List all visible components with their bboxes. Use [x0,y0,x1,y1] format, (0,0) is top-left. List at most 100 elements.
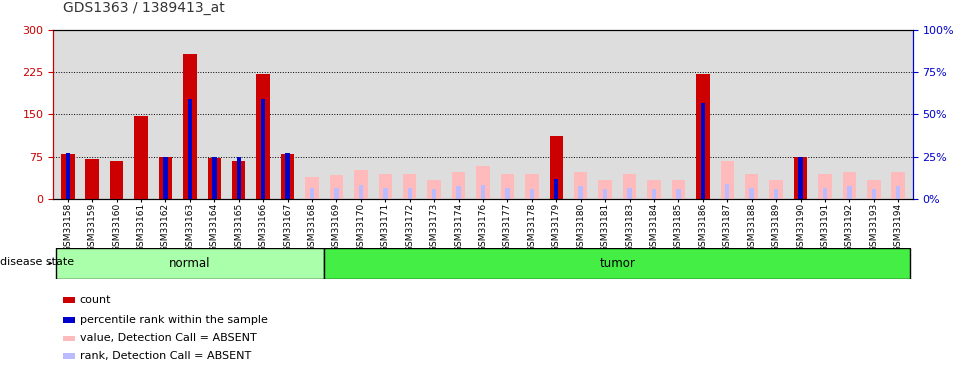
Bar [63,353,75,358]
Bar [696,74,710,199]
Text: normal: normal [169,257,211,270]
Bar [379,196,392,199]
Bar [574,196,587,199]
Bar [721,196,734,199]
Bar [355,196,368,199]
Bar [456,186,461,199]
Bar [579,186,582,199]
Text: tumor: tumor [599,257,636,270]
Bar [676,189,681,199]
Bar [285,153,290,199]
Bar [818,196,832,199]
Bar [750,188,753,199]
Bar [623,196,637,199]
Bar [529,189,534,199]
Bar [818,174,832,199]
Bar [66,153,70,199]
Bar [892,172,905,199]
Bar [623,174,637,199]
Bar [232,160,245,199]
Bar [500,196,514,199]
Bar [671,180,685,199]
Bar [574,172,587,199]
Bar [823,188,827,199]
Bar [452,196,466,199]
Bar [208,158,221,199]
Bar [325,248,910,279]
Bar [476,166,490,199]
Bar [476,196,490,199]
Bar [355,170,368,199]
Bar [256,74,270,199]
Bar [554,178,558,199]
Bar [110,160,124,199]
Bar [427,180,440,199]
Bar [63,336,75,341]
Bar [871,189,876,199]
Bar [652,189,656,199]
Bar [526,196,539,199]
Bar [671,196,685,199]
Bar [134,116,148,199]
Text: count: count [79,295,111,305]
Bar [427,196,440,199]
Bar [769,196,782,199]
Bar [505,188,510,199]
Bar [452,172,466,199]
Bar [867,196,880,199]
Bar [61,154,74,199]
Bar [842,196,856,199]
Bar [358,185,363,199]
Bar [56,248,325,279]
Bar [184,54,197,199]
Bar [725,184,729,199]
Bar [329,175,343,199]
Bar [158,157,172,199]
Bar [892,196,905,199]
Bar [63,297,75,303]
Bar [305,196,319,199]
Text: rank, Detection Call = ABSENT: rank, Detection Call = ABSENT [79,351,251,361]
Bar [329,196,343,199]
Text: GDS1363 / 1389413_at: GDS1363 / 1389413_at [63,1,224,15]
Bar [550,136,563,199]
Bar [481,185,485,199]
Bar [647,196,661,199]
Bar [721,160,734,199]
Bar [603,189,608,199]
Bar [627,188,632,199]
Bar [384,188,387,199]
Bar [847,186,852,199]
Bar [896,186,900,199]
Bar [408,188,412,199]
Bar [500,174,514,199]
Bar [774,189,779,199]
Bar [432,189,437,199]
Bar [526,174,539,199]
Bar [598,180,611,199]
Bar [63,318,75,323]
Bar [769,180,782,199]
Bar [379,174,392,199]
Bar [213,157,216,199]
Bar [334,188,339,199]
Bar [647,180,661,199]
Bar [305,177,319,199]
Bar [187,99,192,199]
Bar [842,172,856,199]
Bar [261,99,266,199]
Text: percentile rank within the sample: percentile rank within the sample [79,315,268,325]
Bar [163,157,168,199]
Bar [745,196,758,199]
Bar [598,196,611,199]
Text: value, Detection Call = ABSENT: value, Detection Call = ABSENT [79,333,256,344]
Bar [700,103,705,199]
Bar [403,174,416,199]
Text: disease state: disease state [0,256,74,267]
Bar [86,159,99,199]
Bar [794,157,808,199]
Bar [310,188,314,199]
Bar [281,154,295,199]
Bar [403,196,416,199]
Bar [798,157,803,199]
